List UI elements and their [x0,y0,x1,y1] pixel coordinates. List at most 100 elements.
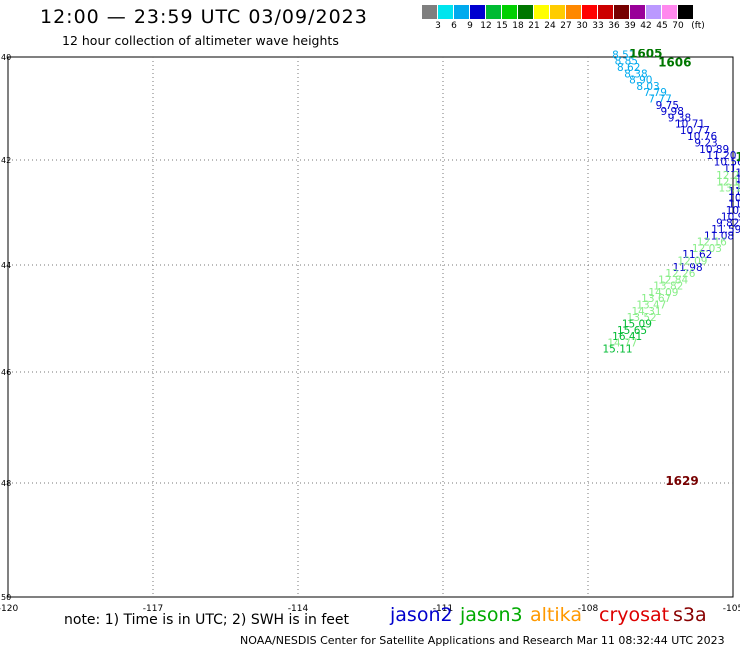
y-tick-label: 48 [1,479,11,488]
wave-height-point: 10.71 [675,119,705,131]
legend-labels: 3 6 9 12 15 18 21 24 27 30 33 36 39 42 45 70 (ft) [422,19,740,33]
wave-height-point: 15.09 [622,319,652,331]
legend-bin-label: 33 [592,21,604,31]
wave-height-point: 10.56 [714,157,740,169]
wave-height-point: 9.98 [661,106,684,118]
y-tick-label: 40 [1,53,11,62]
wave-height-point: 9.75 [656,100,679,112]
legend-bin-label: 21 [528,21,540,31]
legend-bin-label: 39 [624,21,636,31]
y-tick-label: 46 [1,368,11,377]
wave-height-point: 8.90 [629,74,652,86]
wave-height-point: 12.11 [716,176,740,188]
legend-bin-label: 24 [544,21,556,31]
legend-swatch [614,5,630,19]
wave-height-point: 13.1 [719,182,740,194]
legend-bin-label: 45 [656,21,668,31]
wave-height-point: 11.5 [728,186,740,198]
wave-height-point: 10.26 [726,205,740,217]
legend-swatch [566,5,582,19]
wave-height-point: 14.77 [607,337,637,349]
legend-bin-label: 3 [435,21,441,31]
wave-height-point: 11 [735,167,740,179]
wave-height-point: 10.77 [680,125,710,137]
wave-height-point: 8.03 [636,81,659,93]
x-tick-label: -108 [578,604,599,614]
legend-jason2: jason2 [390,604,453,626]
legend-swatch [598,5,614,19]
legend-bin-label: 36 [608,21,620,31]
chart-subtitle: 12 hour collection of altimeter wave hei… [62,33,339,48]
wave-height-point: 10.89 [699,144,729,156]
legend-swatch [550,5,566,19]
chart-title: 12:00 — 23:59 UTC 03/09/2023 [40,6,368,28]
data-layer: 8.578.858.628.388.908.037.797.779.759.98… [603,47,740,488]
wave-height-point: 11.20 [706,150,736,162]
legend-swatch [454,5,470,19]
legend-swatch [486,5,502,19]
y-tick-label: 42 [1,156,11,165]
legend-swatches [422,5,740,19]
wave-height-point: 11.08 [704,230,734,242]
legend-s3a: s3a [673,604,707,626]
legend-swatch [678,5,694,19]
wave-height-point: 7.77 [648,93,671,105]
wave-height-point: 10.23 [728,192,740,204]
wave-height-point: 13.47 [636,300,666,312]
legend-swatch [422,5,438,19]
plot-frame [7,56,734,598]
wave-height-point: 11.62 [682,249,712,261]
wave-height-point: 16.41 [612,331,642,343]
legend-bin-label: 9 [467,21,473,31]
legend-bin-label: 12 [480,21,492,31]
wave-height-point: 11. [735,174,740,186]
color-legend: 3 6 9 12 15 18 21 24 27 30 33 36 39 42 45 70 (ft) [422,5,740,33]
x-tick-label: -117 [143,604,163,614]
wave-height-point: 8.85 [615,56,638,68]
wave-height-point: 12.03 [692,243,722,255]
wave-height-point: 8.62 [617,62,640,74]
wave-height-point: 13.82 [653,281,683,293]
wave-height-point: 7.79 [644,87,667,99]
wave-height-point: 8.38 [624,68,647,80]
wave-height-point: 11.59 [711,224,740,236]
legend-swatch [582,5,598,19]
wave-height-point: 15.11 [603,344,633,356]
note-text: note: 1) Time is in UTC; 2) SWH is in fe… [64,612,350,628]
wave-height-point: 12.26 [665,268,695,280]
wave-height-point: 13.67 [641,293,671,305]
wave-height-point: 14.31 [632,306,662,318]
wave-height-point: 12.84 [658,274,688,286]
wave-height-point: 12.09 [677,255,707,267]
legend-altika: altika [530,604,582,626]
legend-swatch [518,5,534,19]
wave-height-point: 11.04 [723,163,740,175]
legend-swatch [646,5,662,19]
wave-height-point: 11.38 [728,199,740,211]
legend-swatch [534,5,550,19]
y-tick-label: 44 [1,261,11,270]
legend-swatch [438,5,454,19]
wave-height-point: 8.57 [612,49,635,61]
pass-time-label: 1605 [629,47,662,61]
legend-bin-label: 18 [512,21,524,31]
wave-height-point: 12.16 [697,236,727,248]
pass-time-label: 1606 [658,55,691,69]
legend-swatch [630,5,646,19]
wave-height-point: 11.98 [673,262,703,274]
wave-height-point: 11.8 [735,180,740,192]
x-tick-label: -111 [433,604,453,614]
legend-bin-label: 42 [640,21,652,31]
legend-swatch [662,5,678,19]
footer-credit: NOAA/NESDIS Center for Satellite Applica… [240,634,725,647]
wave-height-point: 9.23 [694,138,717,150]
pass-time-label: 1629 [665,474,698,488]
wave-height-point: 13.52 [627,312,657,324]
legend-swatch [502,5,518,19]
legend-bin-label: 6 [451,21,457,31]
legend-bin-label: 30 [576,21,588,31]
legend-cryosat: cryosat [599,604,670,626]
legend-bin-label: 70 [672,21,684,31]
wave-height-point: 9.38 [668,112,691,124]
